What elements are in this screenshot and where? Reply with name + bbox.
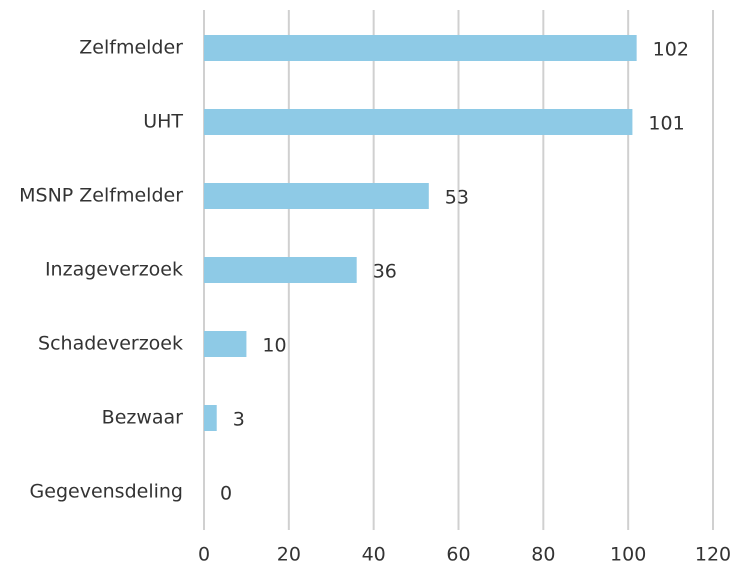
data-label: 36 [373, 261, 397, 283]
x-tick-label: 40 [362, 544, 386, 566]
bar [204, 183, 429, 209]
y-tick-label: Inzageverzoek [45, 259, 183, 281]
data-label: 10 [262, 335, 286, 357]
bar [204, 331, 247, 357]
y-tick-label: Bezwaar [102, 407, 184, 429]
x-tick-label: 100 [610, 544, 646, 566]
bar [204, 109, 633, 135]
y-tick-label: UHT [143, 111, 183, 133]
bar [204, 35, 637, 61]
bar [204, 257, 357, 283]
x-tick-label: 120 [695, 544, 731, 566]
data-label: 3 [233, 409, 245, 431]
y-tick-label: Zelfmelder [79, 37, 183, 59]
x-tick-label: 0 [198, 544, 210, 566]
y-tick-label: MSNP Zelfmelder [19, 185, 183, 207]
y-tick-label: Schadeverzoek [38, 333, 183, 355]
x-tick-label: 20 [277, 544, 301, 566]
x-tick-label: 80 [531, 544, 555, 566]
data-label: 101 [648, 113, 684, 135]
data-label: 0 [220, 483, 232, 505]
x-tick-label: 60 [446, 544, 470, 566]
y-tick-label: Gegevensdeling [30, 481, 183, 503]
bar [204, 405, 217, 431]
data-label: 53 [445, 187, 469, 209]
data-label: 102 [653, 39, 689, 61]
